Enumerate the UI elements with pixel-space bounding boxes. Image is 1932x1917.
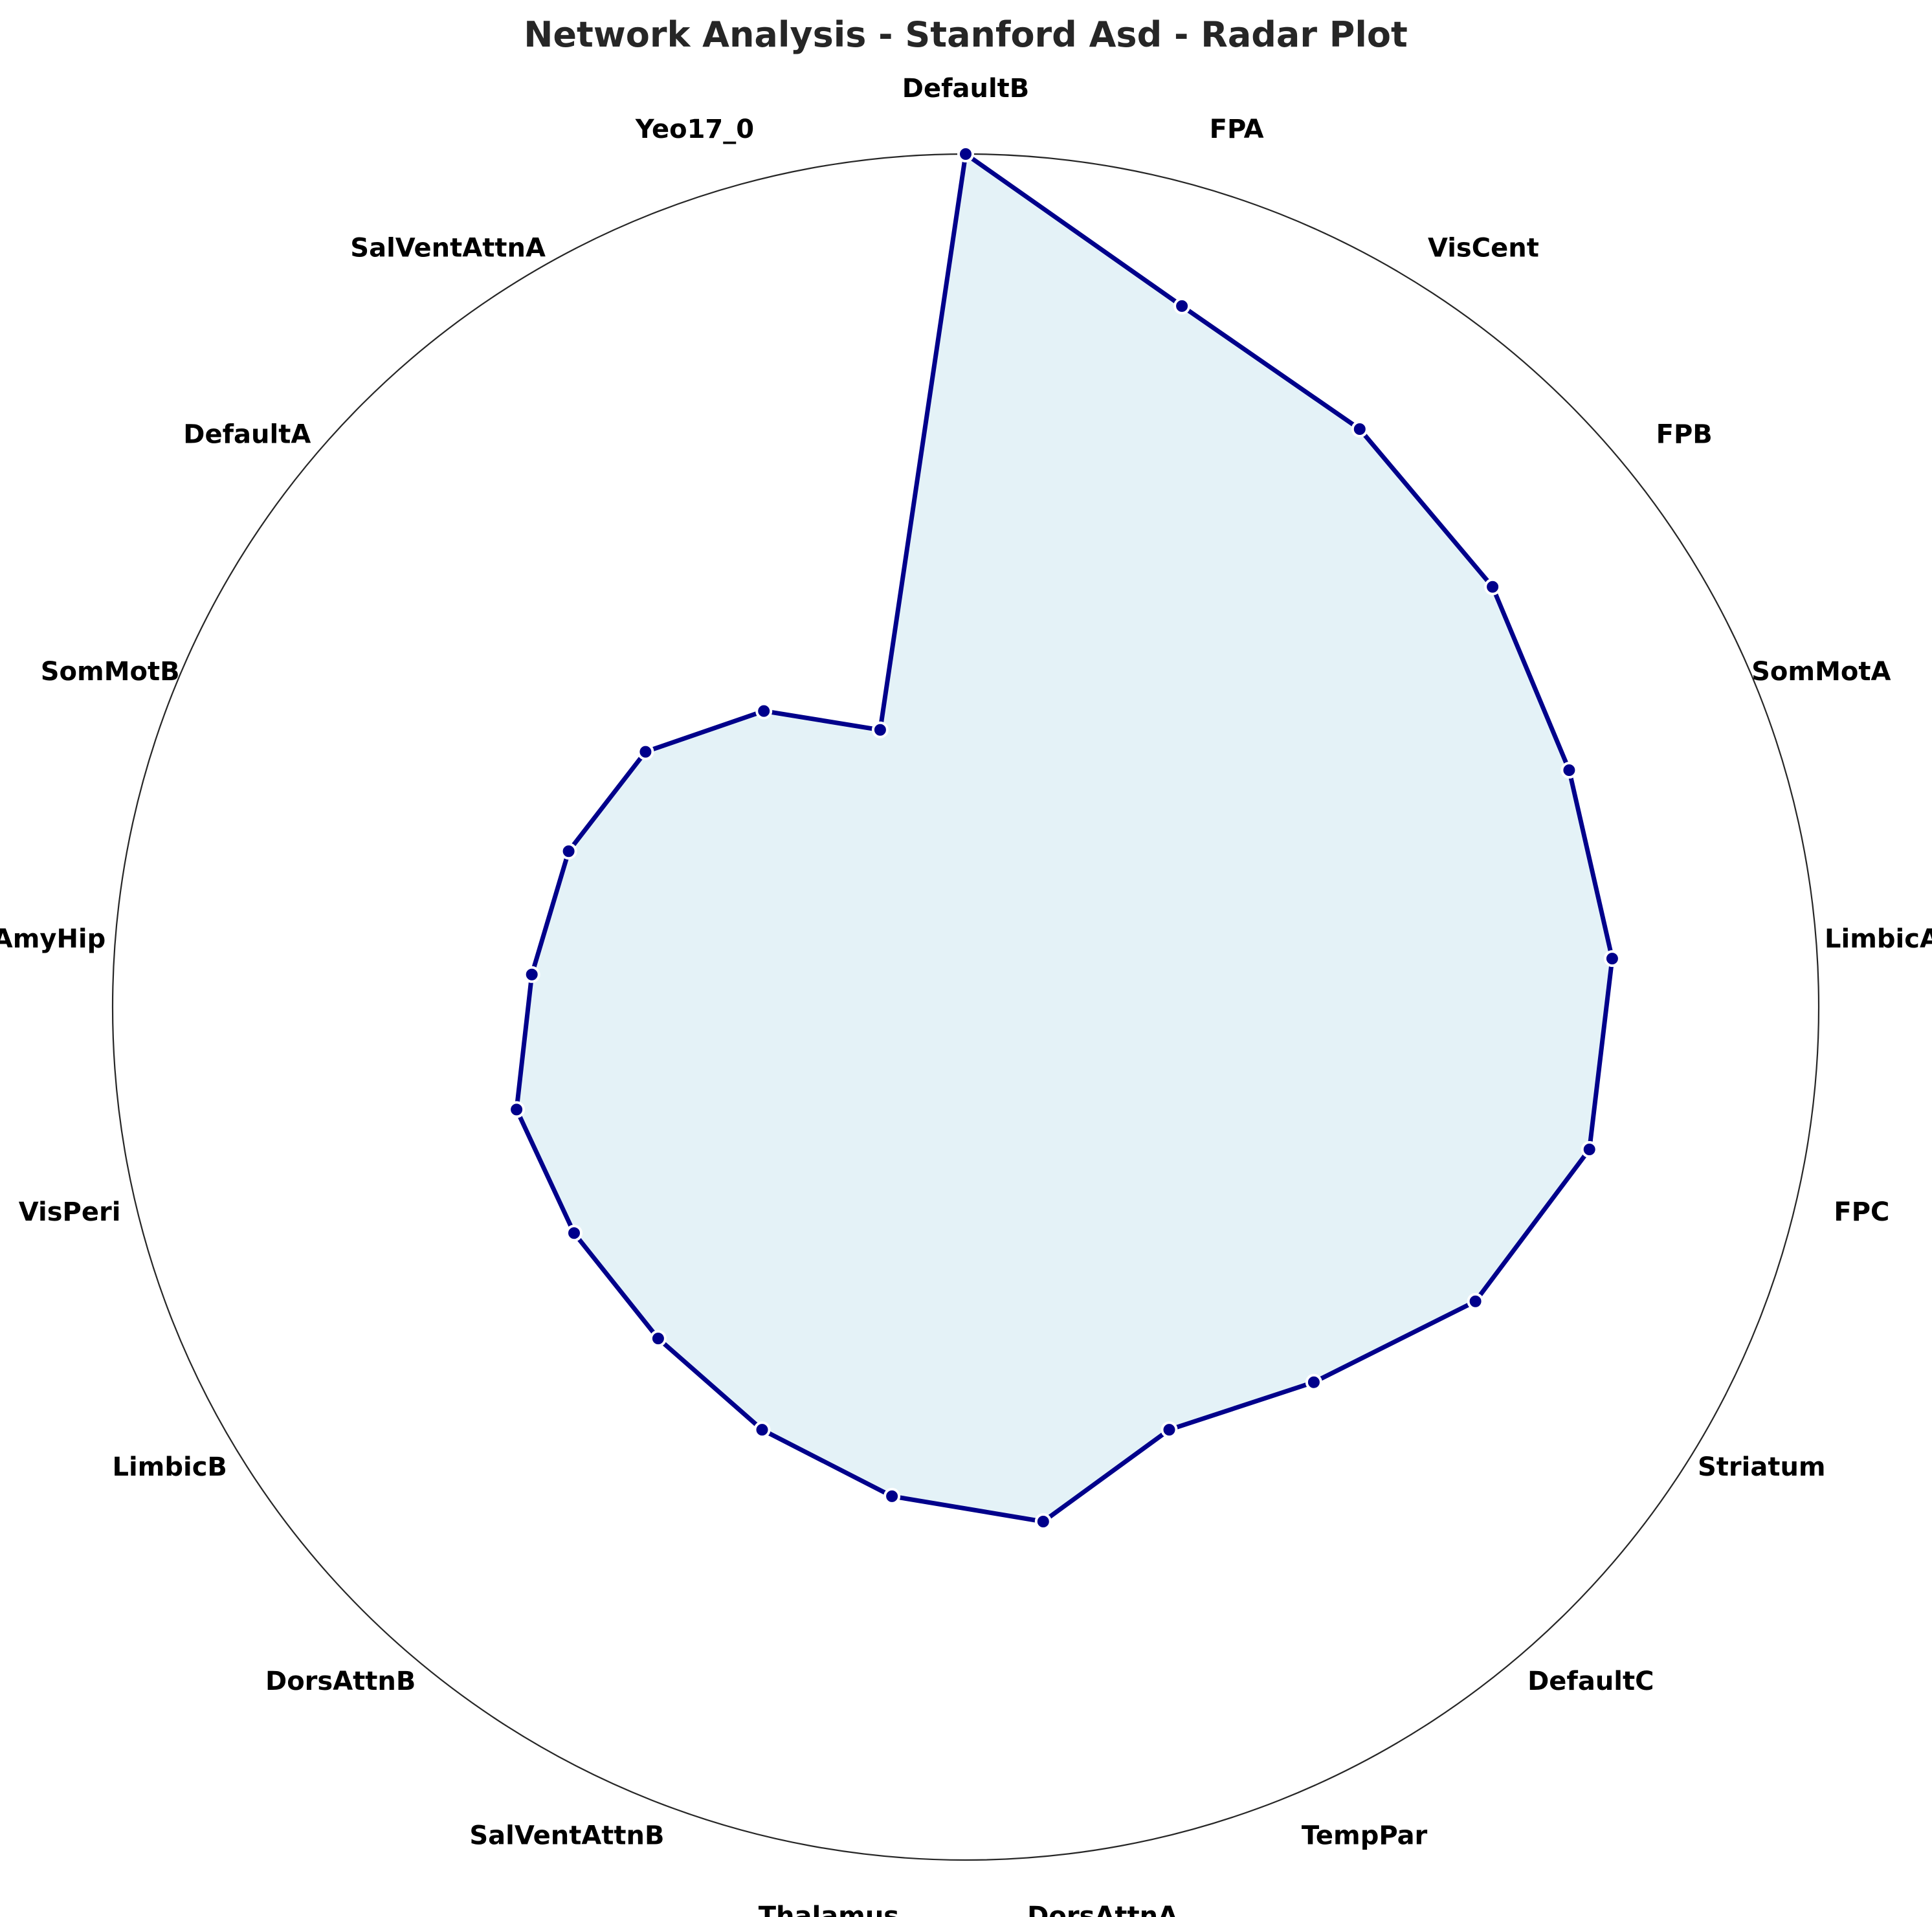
data-point-salventattna bbox=[755, 702, 773, 720]
data-point-limbica bbox=[1603, 950, 1621, 968]
data-point-sommota bbox=[1560, 762, 1578, 779]
category-label-visperi: VisPeri bbox=[19, 1197, 121, 1227]
category-label-sommotb: SomMotB bbox=[41, 657, 180, 687]
data-point-yeo17_0 bbox=[871, 721, 889, 738]
category-label-fpa: FPA bbox=[1210, 115, 1264, 144]
category-label-defaulta: DefaultA bbox=[183, 420, 311, 450]
category-label-temppar: TempPar bbox=[1302, 1821, 1428, 1850]
category-label-fpb: FPB bbox=[1656, 420, 1713, 450]
data-point-defaulta bbox=[637, 743, 654, 760]
category-labels: DefaultB FPA VisCent FPB SomMotA LimbicA FPC St… bbox=[0, 74, 1932, 1917]
data-points bbox=[508, 146, 1621, 1530]
category-label-salventattnb: SalVentAttnB bbox=[469, 1821, 664, 1850]
category-label-limbicb: LimbicB bbox=[112, 1452, 227, 1482]
data-point-defaultc bbox=[1305, 1373, 1322, 1391]
data-point-fpc bbox=[1581, 1141, 1598, 1158]
data-point-striatum bbox=[1467, 1292, 1484, 1310]
data-point-viscent bbox=[1351, 421, 1368, 438]
category-label-fpc: FPC bbox=[1834, 1197, 1889, 1227]
data-point-sommotb bbox=[560, 843, 577, 860]
data-point-dorsattna bbox=[1034, 1513, 1052, 1530]
category-label-thalamus: Thalamus bbox=[759, 1901, 899, 1917]
category-label-dorsattna: DorsAttnA bbox=[1027, 1901, 1178, 1917]
category-label-amyhip: AmyHip bbox=[0, 924, 105, 954]
data-point-limbicb bbox=[566, 1224, 583, 1242]
chart-title: Network Analysis - Stanford Asd - Radar … bbox=[524, 14, 1408, 55]
category-label-yeo17_0: Yeo17_0 bbox=[635, 115, 754, 144]
category-label-salventattna: SalVentAttnA bbox=[350, 234, 546, 263]
data-point-thalamus bbox=[883, 1487, 901, 1505]
category-label-sommota: SomMotA bbox=[1751, 657, 1891, 687]
series-line bbox=[514, 151, 1615, 1524]
data-point-temppar bbox=[1160, 1421, 1178, 1439]
category-label-defaultb: DefaultB bbox=[902, 74, 1030, 104]
category-label-limbica: LimbicA bbox=[1825, 924, 1932, 954]
category-label-dorsattnb: DorsAttnB bbox=[265, 1667, 416, 1696]
data-point-dorsattnb bbox=[649, 1330, 667, 1347]
category-label-defaultc: DefaultC bbox=[1527, 1667, 1654, 1696]
data-point-fpb bbox=[1484, 578, 1502, 595]
data-point-amyhip bbox=[523, 966, 540, 983]
data-point-visperi bbox=[508, 1101, 526, 1118]
data-area-fill bbox=[516, 154, 1612, 1522]
data-point-defaultb bbox=[957, 146, 974, 162]
data-point-salventattnb bbox=[753, 1421, 771, 1439]
category-label-striatum: Striatum bbox=[1698, 1452, 1826, 1482]
category-label-viscent: VisCent bbox=[1428, 234, 1539, 263]
data-point-fpa bbox=[1173, 297, 1191, 315]
